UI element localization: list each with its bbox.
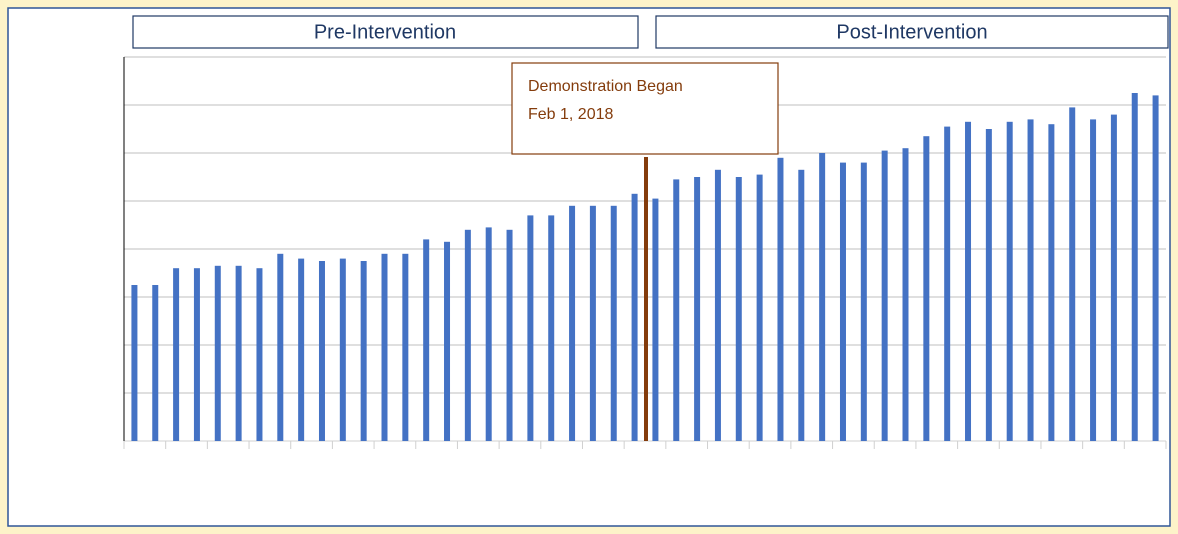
bar: [131, 285, 138, 441]
bar: [610, 205, 617, 441]
period-label: Pre-Intervention: [314, 21, 456, 43]
bar: [1090, 119, 1097, 442]
bar: [214, 265, 221, 441]
bar: [1110, 114, 1117, 441]
bar: [360, 261, 367, 441]
bar: [735, 177, 742, 441]
period-box: [132, 15, 639, 49]
bar: [569, 205, 576, 441]
annotation: Feb 1, 2018: [528, 106, 614, 123]
bar: [235, 265, 242, 441]
period-label: Post-Intervention: [836, 21, 987, 43]
bar: [1048, 124, 1055, 441]
bar: [402, 253, 409, 441]
bar: [444, 241, 451, 441]
bar: [798, 169, 805, 442]
bar: [506, 229, 513, 441]
bar: [860, 162, 867, 441]
bar: [819, 153, 826, 441]
annotation: Demonstration Began: [528, 78, 683, 95]
period-box: [655, 15, 1169, 49]
bar: [423, 239, 430, 441]
bar: [1006, 121, 1013, 442]
bar: [965, 121, 972, 442]
bar: [985, 129, 992, 441]
bar: [839, 162, 846, 441]
bar: [714, 169, 721, 442]
bar: [1069, 107, 1076, 442]
bar: [652, 198, 659, 441]
bar: [548, 215, 555, 441]
bar: [694, 177, 701, 441]
bar: [589, 205, 596, 441]
bar: [277, 253, 284, 441]
bar: [485, 227, 492, 441]
bar: [902, 148, 909, 441]
bar: [256, 268, 263, 441]
bar: [152, 285, 159, 441]
bar: [173, 268, 180, 441]
bar: [1027, 119, 1034, 442]
bar: [1131, 93, 1138, 441]
bar: [673, 179, 680, 441]
bar: [381, 253, 388, 441]
bar: [464, 229, 471, 441]
bar: [298, 258, 305, 441]
bar: [881, 150, 888, 441]
bar: [923, 136, 930, 441]
bar: [339, 258, 346, 441]
bar: [193, 268, 200, 441]
bar: [756, 174, 763, 441]
bar: [527, 215, 534, 441]
bar: [944, 126, 951, 441]
bar: [318, 261, 325, 441]
annotation-box: [511, 62, 779, 155]
bar: [631, 193, 638, 441]
bar: [777, 157, 784, 442]
bar: [1152, 95, 1159, 442]
